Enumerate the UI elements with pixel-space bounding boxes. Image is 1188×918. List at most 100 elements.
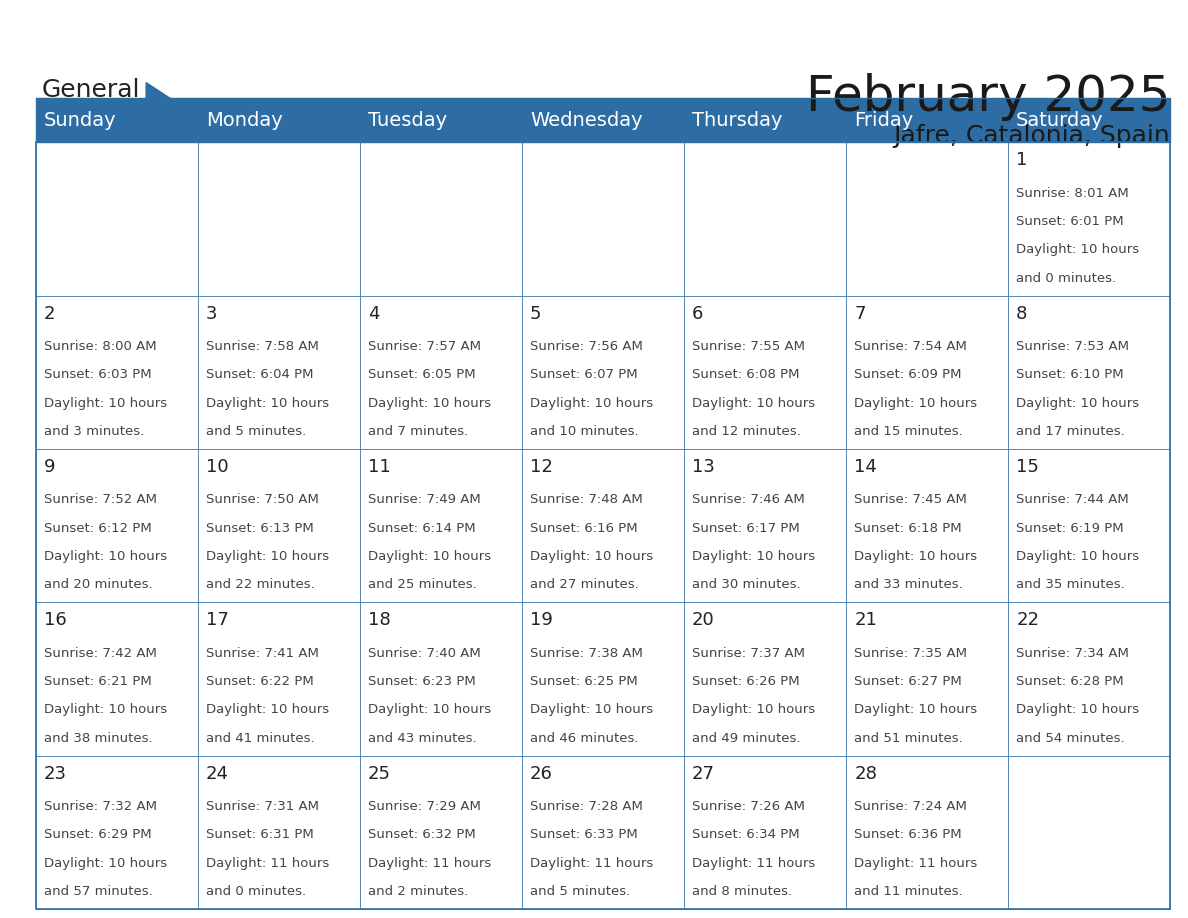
Text: 2: 2: [44, 305, 56, 323]
Text: Sunset: 6:05 PM: Sunset: 6:05 PM: [368, 368, 475, 381]
FancyBboxPatch shape: [522, 296, 684, 449]
FancyBboxPatch shape: [197, 142, 360, 296]
FancyBboxPatch shape: [1009, 756, 1170, 909]
Text: Sunrise: 7:41 AM: Sunrise: 7:41 AM: [206, 646, 318, 660]
FancyBboxPatch shape: [1009, 98, 1170, 142]
Text: Daylight: 10 hours: Daylight: 10 hours: [368, 703, 491, 716]
FancyBboxPatch shape: [36, 98, 197, 142]
Text: and 25 minutes.: and 25 minutes.: [368, 578, 476, 591]
Text: Daylight: 10 hours: Daylight: 10 hours: [44, 397, 166, 409]
Text: 14: 14: [854, 458, 877, 476]
FancyBboxPatch shape: [360, 98, 522, 142]
FancyBboxPatch shape: [197, 602, 360, 756]
Text: and 51 minutes.: and 51 minutes.: [854, 732, 963, 744]
Text: and 54 minutes.: and 54 minutes.: [1016, 732, 1125, 744]
FancyBboxPatch shape: [1009, 296, 1170, 449]
Text: Daylight: 10 hours: Daylight: 10 hours: [693, 703, 815, 716]
Text: 26: 26: [530, 765, 552, 783]
Text: 13: 13: [693, 458, 715, 476]
Text: 11: 11: [368, 458, 391, 476]
Text: Sunset: 6:07 PM: Sunset: 6:07 PM: [530, 368, 638, 381]
Text: Monday: Monday: [206, 111, 283, 129]
Text: Daylight: 11 hours: Daylight: 11 hours: [530, 856, 653, 869]
FancyBboxPatch shape: [197, 449, 360, 602]
Text: Sunset: 6:34 PM: Sunset: 6:34 PM: [693, 828, 800, 841]
Text: Sunset: 6:26 PM: Sunset: 6:26 PM: [693, 675, 800, 688]
Text: 19: 19: [530, 611, 552, 630]
FancyBboxPatch shape: [36, 602, 197, 756]
Text: Daylight: 10 hours: Daylight: 10 hours: [530, 397, 653, 409]
Text: Thursday: Thursday: [693, 111, 783, 129]
Text: Sunrise: 7:55 AM: Sunrise: 7:55 AM: [693, 340, 805, 353]
FancyBboxPatch shape: [684, 296, 846, 449]
Text: Sunrise: 7:35 AM: Sunrise: 7:35 AM: [854, 646, 967, 660]
FancyBboxPatch shape: [846, 602, 1009, 756]
Text: Sunrise: 7:42 AM: Sunrise: 7:42 AM: [44, 646, 157, 660]
Text: Sunset: 6:32 PM: Sunset: 6:32 PM: [368, 828, 475, 841]
Text: Friday: Friday: [854, 111, 914, 129]
Text: and 7 minutes.: and 7 minutes.: [368, 425, 468, 438]
Text: and 27 minutes.: and 27 minutes.: [530, 578, 639, 591]
Text: and 15 minutes.: and 15 minutes.: [854, 425, 963, 438]
Text: Sunrise: 7:24 AM: Sunrise: 7:24 AM: [854, 800, 967, 813]
Text: Sunset: 6:01 PM: Sunset: 6:01 PM: [1016, 215, 1124, 228]
Text: Sunset: 6:16 PM: Sunset: 6:16 PM: [530, 521, 638, 534]
Text: and 11 minutes.: and 11 minutes.: [854, 885, 963, 898]
Text: 17: 17: [206, 611, 229, 630]
Text: Sunrise: 7:45 AM: Sunrise: 7:45 AM: [854, 493, 967, 507]
Text: Sunday: Sunday: [44, 111, 116, 129]
Text: Sunrise: 7:58 AM: Sunrise: 7:58 AM: [206, 340, 318, 353]
Text: Daylight: 10 hours: Daylight: 10 hours: [1016, 703, 1139, 716]
FancyBboxPatch shape: [1009, 449, 1170, 602]
FancyBboxPatch shape: [197, 98, 360, 142]
Text: Daylight: 11 hours: Daylight: 11 hours: [854, 856, 978, 869]
FancyBboxPatch shape: [197, 756, 360, 909]
Text: 12: 12: [530, 458, 552, 476]
Text: and 0 minutes.: and 0 minutes.: [1016, 272, 1117, 285]
Text: Daylight: 10 hours: Daylight: 10 hours: [530, 703, 653, 716]
Text: and 20 minutes.: and 20 minutes.: [44, 578, 152, 591]
Text: Daylight: 10 hours: Daylight: 10 hours: [44, 856, 166, 869]
Text: Sunrise: 7:50 AM: Sunrise: 7:50 AM: [206, 493, 318, 507]
Text: and 22 minutes.: and 22 minutes.: [206, 578, 315, 591]
Text: Sunset: 6:31 PM: Sunset: 6:31 PM: [206, 828, 314, 841]
Text: and 35 minutes.: and 35 minutes.: [1016, 578, 1125, 591]
Text: Sunrise: 8:01 AM: Sunrise: 8:01 AM: [1016, 186, 1129, 200]
Text: Sunset: 6:25 PM: Sunset: 6:25 PM: [530, 675, 638, 688]
Text: Daylight: 10 hours: Daylight: 10 hours: [368, 397, 491, 409]
FancyBboxPatch shape: [360, 142, 522, 296]
Text: 16: 16: [44, 611, 67, 630]
Text: 23: 23: [44, 765, 67, 783]
Text: and 10 minutes.: and 10 minutes.: [530, 425, 639, 438]
Text: Sunset: 6:29 PM: Sunset: 6:29 PM: [44, 828, 151, 841]
Text: Jafre, Catalonia, Spain: Jafre, Catalonia, Spain: [893, 124, 1170, 148]
Text: and 5 minutes.: and 5 minutes.: [530, 885, 630, 898]
Text: and 5 minutes.: and 5 minutes.: [206, 425, 307, 438]
Text: Sunrise: 7:44 AM: Sunrise: 7:44 AM: [1016, 493, 1129, 507]
Text: Sunrise: 7:40 AM: Sunrise: 7:40 AM: [368, 646, 481, 660]
FancyBboxPatch shape: [846, 296, 1009, 449]
Text: 9: 9: [44, 458, 56, 476]
Text: Sunrise: 7:26 AM: Sunrise: 7:26 AM: [693, 800, 805, 813]
Text: Wednesday: Wednesday: [530, 111, 643, 129]
Text: Sunrise: 7:34 AM: Sunrise: 7:34 AM: [1016, 646, 1129, 660]
Text: and 43 minutes.: and 43 minutes.: [368, 732, 476, 744]
Text: Sunrise: 7:46 AM: Sunrise: 7:46 AM: [693, 493, 804, 507]
Text: Sunrise: 7:52 AM: Sunrise: 7:52 AM: [44, 493, 157, 507]
FancyBboxPatch shape: [684, 602, 846, 756]
Text: Sunset: 6:19 PM: Sunset: 6:19 PM: [1016, 521, 1124, 534]
Text: Daylight: 10 hours: Daylight: 10 hours: [206, 397, 329, 409]
FancyBboxPatch shape: [846, 98, 1009, 142]
Text: Sunrise: 7:49 AM: Sunrise: 7:49 AM: [368, 493, 481, 507]
FancyBboxPatch shape: [846, 756, 1009, 909]
Text: Sunrise: 7:53 AM: Sunrise: 7:53 AM: [1016, 340, 1130, 353]
Text: Sunset: 6:21 PM: Sunset: 6:21 PM: [44, 675, 152, 688]
Text: and 33 minutes.: and 33 minutes.: [854, 578, 963, 591]
FancyBboxPatch shape: [684, 756, 846, 909]
Text: Sunset: 6:03 PM: Sunset: 6:03 PM: [44, 368, 151, 381]
Text: 24: 24: [206, 765, 229, 783]
Text: Sunset: 6:18 PM: Sunset: 6:18 PM: [854, 521, 962, 534]
Text: Sunrise: 7:29 AM: Sunrise: 7:29 AM: [368, 800, 481, 813]
FancyBboxPatch shape: [684, 98, 846, 142]
Text: 8: 8: [1016, 305, 1028, 323]
